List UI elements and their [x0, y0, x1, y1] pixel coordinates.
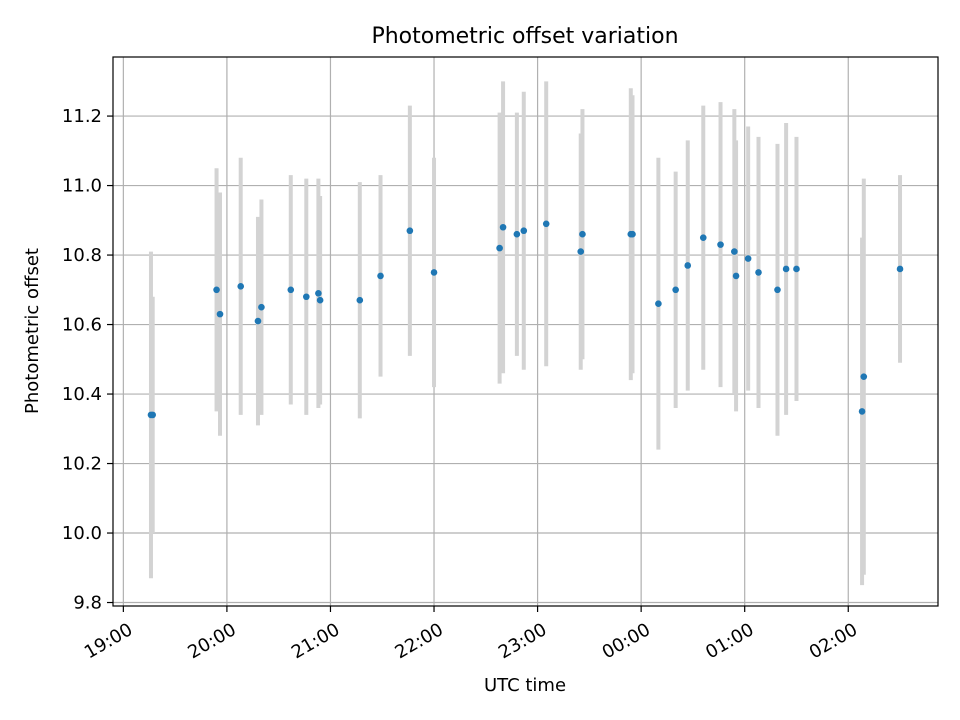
x-tick-label: 20:00	[184, 619, 239, 663]
data-point	[655, 300, 662, 308]
data-point	[793, 265, 800, 273]
y-tick-label: 9.8	[73, 593, 102, 614]
data-points	[147, 220, 904, 419]
data-point	[699, 234, 707, 241]
data-point	[237, 283, 245, 290]
x-tick-label: 22:00	[391, 619, 446, 663]
data-point	[513, 230, 521, 238]
data-point	[258, 303, 265, 311]
y-axis-label: Photometric offset	[22, 248, 43, 414]
y-tick-labels: 9.8 10.0 10.2 10.4 10.6 10.8 11.0 11.2	[62, 106, 102, 613]
x-tick-label: 21:00	[288, 619, 343, 663]
data-point	[430, 269, 438, 276]
data-point	[672, 286, 679, 294]
data-point	[717, 241, 724, 248]
y-tick-label: 10.0	[62, 523, 102, 544]
data-point	[860, 373, 868, 380]
y-tick-label: 10.2	[62, 454, 102, 475]
data-point	[579, 230, 586, 238]
data-point	[542, 220, 550, 228]
data-point	[406, 227, 414, 235]
chart-title: Photometric offset variation	[371, 24, 678, 49]
x-tick-labels: 19:00 20:00 21:00 22:00 23:00 00:00 01:00 02:00	[81, 619, 861, 663]
data-point	[520, 227, 528, 235]
data-point	[377, 272, 384, 280]
data-point	[254, 317, 262, 325]
data-point	[356, 296, 364, 304]
axis-ticks	[107, 115, 849, 612]
data-point	[896, 265, 904, 273]
data-point	[731, 248, 738, 255]
data-point	[774, 286, 781, 294]
x-tick-label: 01:00	[702, 619, 757, 663]
x-tick-label: 00:00	[599, 619, 654, 663]
data-point	[577, 248, 585, 255]
data-point	[684, 262, 692, 269]
data-point	[755, 269, 762, 276]
x-axis-label: UTC time	[484, 675, 566, 696]
data-point	[782, 265, 790, 273]
data-point	[315, 289, 322, 297]
y-tick-label: 10.4	[62, 384, 102, 405]
y-tick-label: 11.2	[62, 106, 102, 127]
data-point	[744, 255, 752, 262]
data-point	[629, 230, 636, 238]
data-point	[732, 272, 740, 280]
y-tick-label: 10.6	[62, 315, 102, 336]
data-point	[316, 296, 324, 304]
x-tick-label: 02:00	[806, 619, 861, 663]
y-tick-label: 10.8	[62, 245, 102, 266]
data-point	[213, 286, 220, 294]
x-tick-label: 19:00	[81, 619, 136, 663]
data-point	[496, 244, 503, 252]
x-tick-label: 23:00	[495, 619, 550, 663]
data-point	[149, 411, 156, 419]
plot-frame	[112, 56, 939, 607]
data-point	[499, 223, 507, 231]
y-tick-label: 11.0	[62, 176, 102, 197]
data-point	[216, 310, 224, 318]
data-point	[287, 286, 295, 294]
data-point	[858, 408, 866, 415]
data-point	[303, 293, 310, 301]
